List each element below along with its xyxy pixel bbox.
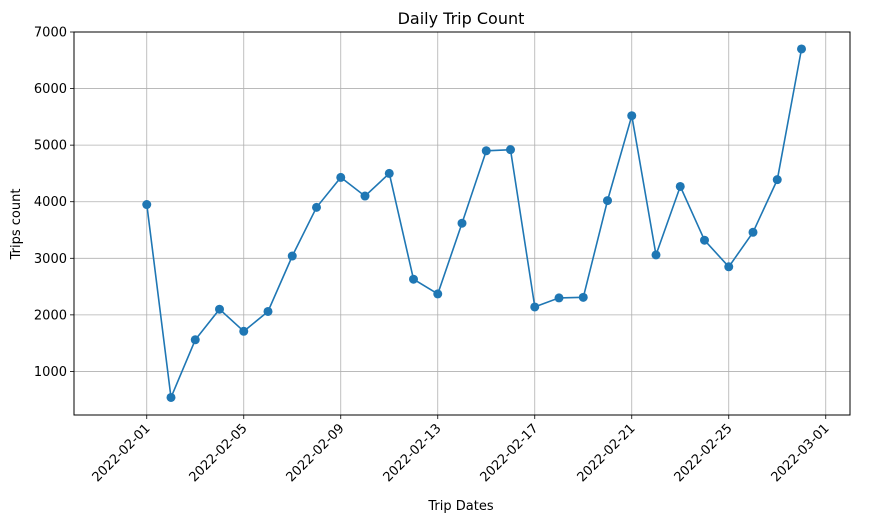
data-point (772, 175, 782, 185)
data-points (142, 44, 806, 402)
data-point (190, 335, 200, 345)
y-tick-label: 5000 (34, 139, 67, 154)
data-point (700, 235, 709, 245)
chart-title: Daily Trip Count (398, 9, 525, 28)
data-point (312, 202, 321, 212)
data-point (748, 227, 758, 237)
data-point (578, 292, 588, 302)
y-axis-label: Trips count (9, 189, 24, 261)
data-point (263, 306, 273, 316)
data-point (603, 196, 612, 206)
data-point (433, 289, 443, 299)
y-tick-label: 6000 (34, 82, 67, 97)
y-axis-ticks: 1000 2000 3000 4000 5000 6000 7000 (34, 26, 74, 380)
series-line (146, 48, 803, 401)
data-point (530, 302, 540, 312)
data-point (651, 250, 661, 260)
y-tick-label: 3000 (34, 252, 67, 267)
data-point (724, 262, 734, 272)
data-point (506, 145, 515, 155)
plot-frame (73, 31, 851, 416)
data-point (336, 172, 346, 182)
data-point (797, 44, 806, 54)
y-tick-label: 2000 (34, 308, 67, 323)
data-point (360, 191, 370, 201)
data-point (627, 111, 637, 121)
y-tick-label: 7000 (34, 26, 67, 41)
data-point (215, 304, 224, 314)
data-point (287, 251, 297, 261)
data-point (239, 326, 249, 336)
y-tick-label: 1000 (34, 365, 67, 380)
data-point (166, 392, 176, 402)
x-axis-label: Trip Dates (427, 499, 493, 514)
data-point (409, 274, 418, 284)
data-point (142, 200, 152, 210)
data-point (457, 218, 467, 228)
data-point (384, 168, 394, 178)
data-point (675, 181, 685, 191)
series-line-group (146, 48, 803, 401)
data-point (554, 293, 564, 303)
data-point (481, 146, 491, 156)
y-tick-label: 4000 (34, 195, 67, 210)
grid-lines (74, 31, 850, 415)
